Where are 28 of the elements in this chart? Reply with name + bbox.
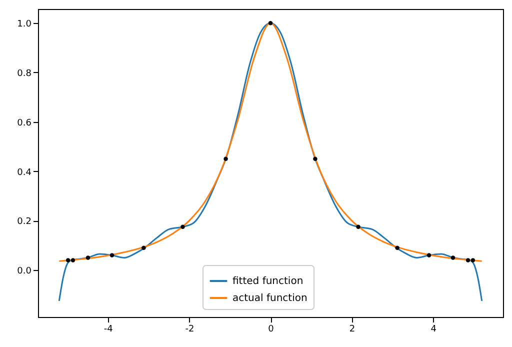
y-tick-label: 0.0 [17, 266, 32, 277]
point [313, 156, 318, 162]
point [142, 246, 146, 250]
x-tick-label: 4 [430, 324, 437, 334]
point [470, 258, 476, 262]
y-tick-label: 0.6 [17, 118, 32, 128]
y-tick-label: 0.2 [17, 217, 32, 228]
point [268, 20, 273, 26]
point [110, 253, 114, 258]
x-tick-label: 2 [349, 324, 356, 334]
y-tick-label: 0.8 [17, 68, 32, 79]
point [356, 224, 360, 229]
y-tick-label: 1.0 [17, 20, 32, 30]
x-tick-label: -2 [185, 324, 194, 334]
point [466, 258, 470, 262]
x-tick-label: -4 [104, 324, 114, 334]
point [224, 156, 228, 162]
point [66, 258, 70, 262]
point [70, 258, 76, 262]
point [426, 253, 432, 258]
y-tick-label: 0.4 [17, 168, 32, 178]
point [450, 256, 456, 260]
legend-label: actual function [232, 293, 308, 304]
point [395, 246, 400, 250]
legend-label: fitted function [232, 276, 304, 287]
point [86, 256, 90, 260]
x-tick-label: 0 [268, 324, 274, 334]
point [180, 224, 185, 229]
